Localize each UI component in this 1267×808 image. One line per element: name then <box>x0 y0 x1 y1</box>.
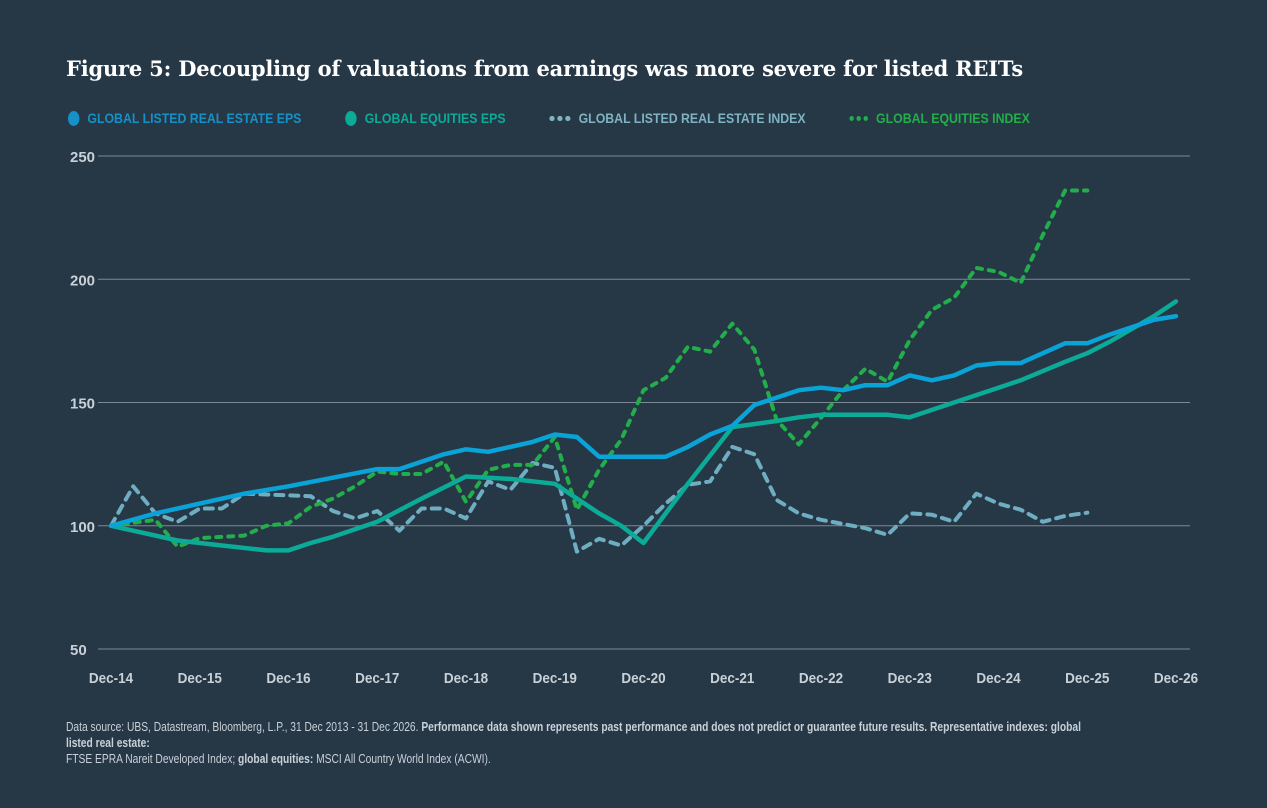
series-line-global-listed-real-estate-eps <box>108 313 1179 529</box>
legend-dot-icon <box>68 110 80 126</box>
chart-title: Figure 5: Decoupling of valuations from … <box>66 56 1023 81</box>
series-line-global-equities-index <box>109 188 1090 549</box>
legend-label: GLOBAL LISTED REAL ESTATE INDEX <box>578 110 806 126</box>
legend: GLOBAL LISTED REAL ESTATE EPS GLOBAL EQU… <box>68 110 1074 126</box>
x-tick-label: Dec-26 <box>1154 670 1198 687</box>
x-tick-label: Dec-14 <box>89 670 133 687</box>
x-tick-label: Dec-15 <box>178 670 222 687</box>
footnote-index-re: FTSE EPRA Nareit Developed Index; <box>66 752 239 766</box>
legend-label: GLOBAL EQUITIES INDEX <box>876 110 1030 126</box>
footnote-source: Data source: UBS, Datastream, Bloomberg,… <box>66 720 422 734</box>
legend-item-eq-eps: GLOBAL EQUITIES EPS <box>345 110 506 126</box>
legend-label: GLOBAL EQUITIES EPS <box>364 110 506 126</box>
y-tick-label: 200 <box>70 272 95 289</box>
series-line-global-equities-eps <box>108 299 1179 553</box>
x-tick-label: Dec-25 <box>1065 670 1109 687</box>
y-tick-label: 250 <box>70 149 95 166</box>
footnote-disclaimer: Performance data shown represents past p… <box>66 720 1081 750</box>
x-tick-label: Dec-21 <box>710 670 754 687</box>
legend-dot-icon <box>345 110 357 126</box>
footnote-index-eq: MSCI All Country World Index (ACWI). <box>313 752 491 766</box>
y-tick-label: 150 <box>70 396 95 413</box>
legend-dash-icon <box>549 115 571 121</box>
x-tick-label: Dec-18 <box>444 670 488 687</box>
y-tick-label: 50 <box>70 642 87 659</box>
x-tick-label: Dec-16 <box>266 670 310 687</box>
x-tick-label: Dec-23 <box>888 670 932 687</box>
series-line-global-listed-real-estate-index <box>109 444 1090 554</box>
y-tick-label: 100 <box>70 519 95 536</box>
x-tick-label: Dec-20 <box>621 670 665 687</box>
x-tick-label: Dec-19 <box>533 670 577 687</box>
x-tick-label: Dec-22 <box>799 670 843 687</box>
legend-item-eq-index: GLOBAL EQUITIES INDEX <box>849 110 1030 126</box>
legend-item-re-index: GLOBAL LISTED REAL ESTATE INDEX <box>549 110 806 126</box>
footnote: Data source: UBS, Datastream, Bloomberg,… <box>66 719 1091 767</box>
legend-dot-line-icon <box>849 115 869 121</box>
legend-label: GLOBAL LISTED REAL ESTATE EPS <box>87 110 302 126</box>
legend-item-re-eps: GLOBAL LISTED REAL ESTATE EPS <box>68 110 301 126</box>
footnote-label-eq: global equities: <box>238 752 314 766</box>
x-tick-label: Dec-24 <box>976 670 1020 687</box>
x-tick-label: Dec-17 <box>355 670 399 687</box>
